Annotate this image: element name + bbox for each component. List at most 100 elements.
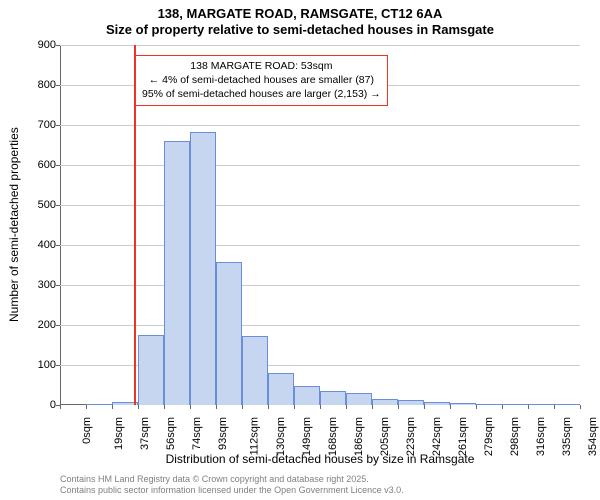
y-tick-mark (56, 165, 60, 166)
x-tick-mark (320, 405, 321, 409)
x-tick-label: 168sqm (327, 417, 339, 456)
y-tick-mark (56, 125, 60, 126)
y-tick-label: 400 (38, 239, 56, 251)
histogram-bar (450, 403, 476, 405)
y-tick-label: 0 (50, 399, 56, 411)
x-tick-label: 130sqm (275, 417, 287, 456)
y-tick-label: 100 (38, 359, 56, 371)
gridline (60, 45, 580, 46)
x-tick-mark (372, 405, 373, 409)
x-tick-mark (164, 405, 165, 409)
chart-container: 138, MARGATE ROAD, RAMSGATE, CT12 6AA Si… (0, 0, 600, 500)
x-tick-mark (424, 405, 425, 409)
x-tick-mark (502, 405, 503, 409)
y-tick-label: 900 (38, 39, 56, 51)
x-tick-mark (554, 405, 555, 409)
annotation-line3: 95% of semi-detached houses are larger (… (142, 87, 381, 101)
x-tick-label: 205sqm (379, 417, 391, 456)
gridline (60, 325, 580, 326)
x-tick-mark (138, 405, 139, 409)
y-tick-mark (56, 85, 60, 86)
x-tick-mark (216, 405, 217, 409)
x-tick-label: 112sqm (248, 417, 260, 455)
x-tick-mark (268, 405, 269, 409)
x-tick-label: 186sqm (353, 417, 365, 456)
y-tick-label: 500 (38, 199, 56, 211)
histogram-bar (190, 132, 216, 405)
x-tick-label: 93sqm (217, 417, 229, 450)
x-tick-label: 354sqm (587, 417, 599, 456)
y-tick-mark (56, 45, 60, 46)
x-tick-label: 149sqm (301, 417, 313, 456)
y-tick-mark (56, 245, 60, 246)
x-tick-label: 261sqm (457, 417, 469, 456)
histogram-bar (372, 399, 398, 405)
x-tick-mark (528, 405, 529, 409)
annotation-line2: ← 4% of semi-detached houses are smaller… (142, 73, 381, 87)
y-tick-mark (56, 205, 60, 206)
gridline (60, 165, 580, 166)
x-tick-label: 242sqm (431, 417, 443, 456)
histogram-bar (320, 391, 346, 405)
gridline (60, 285, 580, 286)
y-tick-mark (56, 365, 60, 366)
histogram-bar (164, 141, 190, 405)
x-tick-label: 0sqm (81, 417, 93, 444)
y-tick-label: 700 (38, 119, 56, 131)
y-tick-label: 600 (38, 159, 56, 171)
histogram-bar (268, 373, 294, 405)
x-tick-mark (398, 405, 399, 409)
x-tick-label: 223sqm (405, 417, 417, 456)
gridline (60, 125, 580, 126)
y-axis-line (60, 45, 61, 405)
annotation-box: 138 MARGATE ROAD: 53sqm← 4% of semi-deta… (135, 55, 388, 106)
x-tick-label: 335sqm (561, 417, 573, 456)
y-tick-label: 200 (38, 319, 56, 331)
gridline (60, 205, 580, 206)
histogram-bar (242, 336, 268, 405)
x-tick-label: 37sqm (139, 417, 151, 450)
attribution-line1: Contains HM Land Registry data © Crown c… (60, 474, 404, 485)
y-tick-label: 800 (38, 79, 56, 91)
histogram-bar (294, 386, 320, 405)
histogram-bar (424, 402, 450, 405)
x-tick-mark (112, 405, 113, 409)
x-tick-label: 56sqm (165, 417, 177, 450)
x-tick-label: 74sqm (191, 417, 203, 450)
annotation-line1: 138 MARGATE ROAD: 53sqm (142, 59, 381, 73)
chart-title-line2: Size of property relative to semi-detach… (0, 22, 600, 37)
y-axis-label: Number of semi-detached properties (6, 45, 22, 405)
x-tick-label: 298sqm (509, 417, 521, 456)
x-tick-mark (346, 405, 347, 409)
x-tick-label: 279sqm (483, 417, 495, 456)
x-tick-label: 19sqm (113, 417, 125, 450)
plot-inner: 138 MARGATE ROAD: 53sqm← 4% of semi-deta… (60, 45, 580, 405)
histogram-bar (138, 335, 164, 405)
y-tick-mark (56, 285, 60, 286)
attribution: Contains HM Land Registry data © Crown c… (60, 474, 404, 496)
x-tick-mark (476, 405, 477, 409)
histogram-bar (554, 404, 580, 405)
x-tick-mark (86, 405, 87, 409)
histogram-bar (476, 404, 502, 405)
plot-area: 138 MARGATE ROAD: 53sqm← 4% of semi-deta… (60, 45, 580, 405)
x-tick-mark (190, 405, 191, 409)
histogram-bar (398, 400, 424, 405)
x-tick-label: 316sqm (535, 417, 547, 456)
x-tick-mark (242, 405, 243, 409)
x-tick-mark (60, 405, 61, 409)
chart-title-line1: 138, MARGATE ROAD, RAMSGATE, CT12 6AA (0, 6, 600, 21)
x-tick-mark (450, 405, 451, 409)
histogram-bar (528, 404, 554, 405)
gridline (60, 245, 580, 246)
x-tick-mark (294, 405, 295, 409)
histogram-bar (216, 262, 242, 405)
histogram-bar (86, 404, 112, 405)
y-tick-label: 300 (38, 279, 56, 291)
y-tick-mark (56, 325, 60, 326)
histogram-bar (346, 393, 372, 405)
attribution-line2: Contains public sector information licen… (60, 485, 404, 496)
histogram-bar (502, 404, 528, 405)
x-tick-mark (580, 405, 581, 409)
x-axis-label: Distribution of semi-detached houses by … (60, 452, 580, 466)
